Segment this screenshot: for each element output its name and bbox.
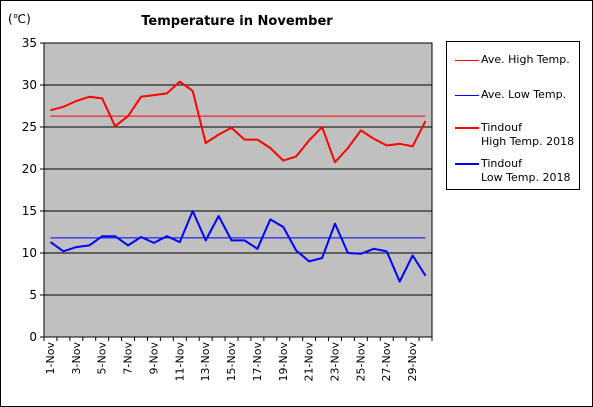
x-tick-label-19-Nov: 19-Nov bbox=[277, 342, 290, 382]
legend-swatch-tindouf-low bbox=[455, 163, 479, 165]
chart-title: Temperature in November bbox=[141, 14, 333, 29]
y-tick-label-30: 30 bbox=[22, 78, 37, 92]
x-tick-label-27-Nov: 27-Nov bbox=[380, 342, 393, 382]
x-tick-label-7-Nov: 7-Nov bbox=[122, 342, 135, 375]
x-tick-label-21-Nov: 21-Nov bbox=[303, 342, 316, 382]
legend-swatch-ave-high bbox=[455, 60, 479, 61]
x-tick-label-9-Nov: 9-Nov bbox=[147, 342, 160, 375]
y-tick-label-0: 0 bbox=[29, 330, 37, 344]
series-line-3 bbox=[49, 210, 427, 283]
legend-label-tindouf-high-line2: High Temp. 2018 bbox=[481, 135, 575, 148]
legend-label-tindouf-low-line2: Low Temp. 2018 bbox=[481, 171, 571, 184]
x-tick-label-29-Nov: 29-Nov bbox=[406, 342, 419, 382]
legend: Ave. High Temp. Ave. Low Temp. Tindouf H… bbox=[446, 41, 580, 190]
x-tick-label-1-Nov: 1-Nov bbox=[44, 342, 57, 375]
legend-swatch-tindouf-high bbox=[455, 127, 479, 129]
x-tick-label-3-Nov: 3-Nov bbox=[70, 342, 83, 375]
plot-area bbox=[43, 42, 433, 338]
y-tick-label-5: 5 bbox=[29, 288, 37, 302]
legend-label-ave-high: Ave. High Temp. bbox=[481, 53, 570, 66]
x-tick-label-17-Nov: 17-Nov bbox=[251, 342, 264, 382]
x-tick-label-25-Nov: 25-Nov bbox=[354, 342, 367, 382]
y-tick-label-10: 10 bbox=[22, 246, 37, 260]
x-tick-label-5-Nov: 5-Nov bbox=[96, 342, 109, 375]
legend-label-ave-low: Ave. Low Temp. bbox=[481, 88, 567, 101]
y-axis-unit-label: (℃) bbox=[8, 12, 31, 26]
x-tick-label-11-Nov: 11-Nov bbox=[173, 342, 186, 382]
x-tick-label-23-Nov: 23-Nov bbox=[329, 342, 342, 382]
y-tick-label-25: 25 bbox=[22, 120, 37, 134]
legend-label-tindouf-high-line1: Tindouf bbox=[481, 121, 522, 134]
x-tick-label-13-Nov: 13-Nov bbox=[199, 342, 212, 382]
series-line-2 bbox=[50, 80, 427, 164]
y-tick-label-35: 35 bbox=[22, 36, 37, 50]
y-tick-label-15: 15 bbox=[22, 204, 37, 218]
x-tick-label-15-Nov: 15-Nov bbox=[225, 342, 238, 382]
legend-swatch-ave-low bbox=[455, 95, 479, 96]
legend-label-tindouf-low-line1: Tindouf bbox=[481, 157, 522, 170]
y-tick-label-20: 20 bbox=[22, 162, 37, 176]
